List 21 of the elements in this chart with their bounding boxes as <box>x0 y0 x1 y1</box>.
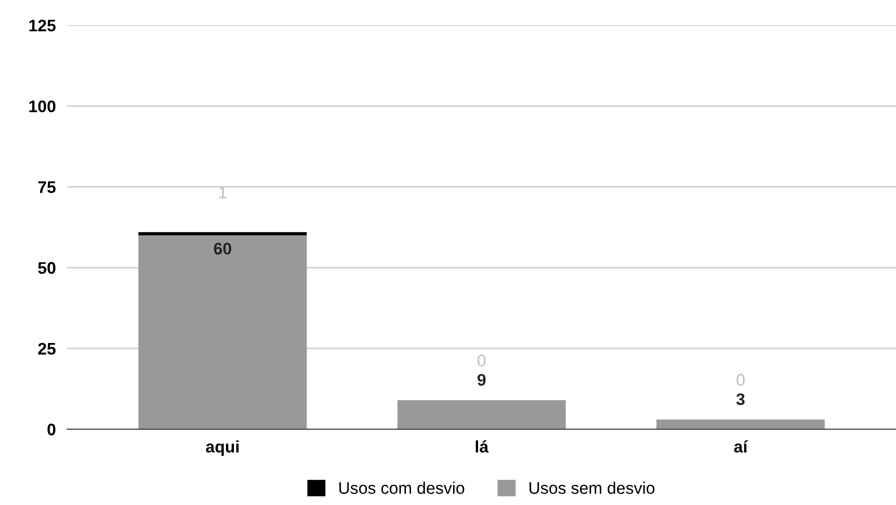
x-tick-label: lá <box>476 440 489 453</box>
bar <box>397 400 566 430</box>
data-label: 60 <box>214 242 232 255</box>
y-tick-label: 0 <box>47 424 56 436</box>
y-tick-label: 25 <box>38 342 56 355</box>
data-label: 0 <box>478 354 486 366</box>
data-label: 3 <box>736 393 745 406</box>
y-tick-label: 100 <box>29 100 56 112</box>
y-tick-label: 50 <box>38 262 56 274</box>
data-label: 0 <box>736 374 745 386</box>
data-label: 1 <box>219 186 226 198</box>
legend-label: Usos sem desvio <box>530 482 654 494</box>
x-tick-label: aqui <box>206 440 239 456</box>
legend-label: Usos com desvio <box>339 482 464 494</box>
x-tick-label: aí <box>734 440 748 453</box>
data-label: 9 <box>478 374 486 386</box>
bar <box>138 235 307 430</box>
y-tick-label: 75 <box>38 181 56 194</box>
bar <box>656 420 825 430</box>
y-tick-label: 125 <box>29 20 56 32</box>
bar <box>138 232 307 236</box>
